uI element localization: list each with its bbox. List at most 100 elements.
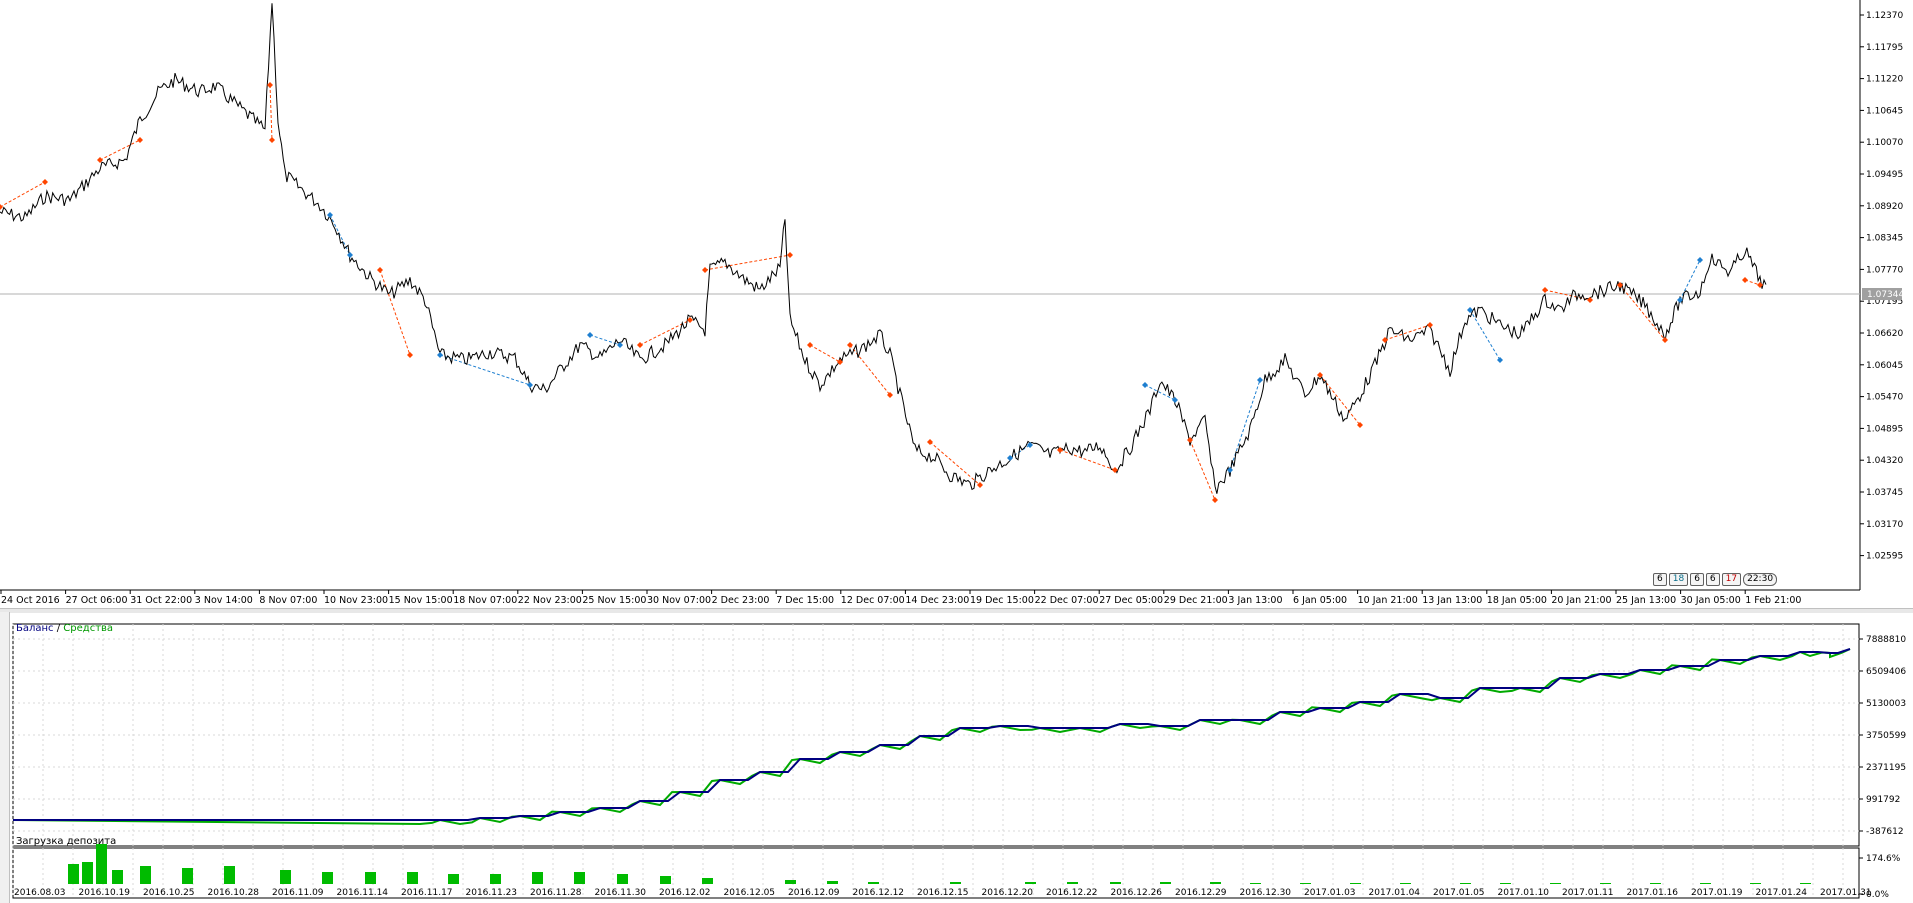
trade-marker [1057, 447, 1063, 453]
time-label: 19 Dec 15:00 [970, 595, 1034, 606]
load-bar [112, 870, 123, 884]
load-bar [1110, 882, 1121, 884]
load-bar [140, 866, 151, 884]
trade-link [379, 269, 411, 356]
load-label: 0.0% [1866, 890, 1889, 900]
trade-link [1544, 289, 1591, 301]
date-label: 2016.11.09 [272, 888, 324, 898]
price-label: 1.08920 [1866, 202, 1903, 212]
time-axis: 24 Oct 2016 27 Oct 06:00 31 Oct 22:00 3 Nov… [0, 590, 1801, 606]
trade-marker [1187, 437, 1193, 443]
time-label: 13 Jan 13:00 [1422, 595, 1482, 606]
trade-marker [327, 212, 333, 218]
load-bar [1650, 883, 1661, 884]
current-price-tag: 1.07344 [1862, 288, 1904, 300]
trade-marker [1697, 257, 1703, 263]
load-bar [1160, 882, 1171, 884]
trade-link [704, 254, 791, 271]
time-label: 12 Dec 07:00 [841, 595, 905, 606]
date-label: 2017.01.19 [1691, 888, 1743, 898]
trade-marker [1427, 322, 1433, 328]
trade-link [99, 139, 141, 161]
time-label: 25 Jan 13:00 [1616, 595, 1676, 606]
time-label: 30 Jan 05:00 [1681, 595, 1741, 606]
time-label: 20 Jan 21:00 [1551, 595, 1611, 606]
date-label: 2017.01.11 [1562, 888, 1614, 898]
trade-marker [847, 342, 853, 348]
balance-label: 2371195 [1866, 763, 1906, 773]
tf-button[interactable]: 6 [1690, 573, 1704, 586]
tf-button[interactable]: 18 [1668, 573, 1689, 586]
trade-link [269, 84, 273, 141]
load-bar [1210, 882, 1221, 884]
date-label: 2016.12.02 [659, 888, 711, 898]
svg-text:1.07344: 1.07344 [1867, 290, 1904, 300]
load-bar [1500, 883, 1511, 884]
trade-link [1059, 449, 1116, 471]
trade-lines [0, 84, 1761, 501]
trade-marker [42, 179, 48, 185]
trade-marker [1112, 467, 1118, 473]
tf-button[interactable]: 17 [1721, 573, 1742, 586]
time-label: 25 Nov 15:00 [582, 595, 646, 606]
date-label: 2017.01.24 [1756, 888, 1808, 898]
trade-marker [137, 137, 143, 143]
trade-marker [1257, 377, 1263, 383]
tf-button[interactable]: 6 [1705, 573, 1720, 586]
date-label: 2016.11.28 [530, 888, 582, 898]
load-bar [1067, 882, 1078, 884]
trade-marker [687, 317, 693, 323]
trade-marker [1142, 382, 1148, 388]
trade-marker [702, 267, 708, 273]
time-button[interactable]: 22:30 [1743, 573, 1778, 586]
trade-marker [977, 482, 983, 488]
load-bar [96, 844, 107, 884]
tf-button[interactable]: 6 [1653, 573, 1667, 586]
trade-marker [1587, 297, 1593, 303]
load-bar [1600, 883, 1611, 884]
trade-link [1229, 379, 1261, 471]
load-bar [182, 868, 193, 884]
price-label: 1.06045 [1866, 361, 1903, 371]
trade-marker [1467, 307, 1473, 313]
price-label: 1.02595 [1866, 552, 1903, 562]
load-bar [1025, 882, 1036, 884]
trade-marker [527, 382, 533, 388]
time-label: 7 Dec 15:00 [776, 595, 834, 606]
load-bar [827, 881, 838, 884]
balance-label: 991792 [1866, 795, 1900, 805]
trade-link [809, 344, 841, 363]
time-label: 10 Nov 23:00 [324, 595, 388, 606]
load-bar [702, 878, 713, 884]
load-bar [950, 882, 961, 884]
balance-line [13, 648, 1851, 821]
load-axis: 174.6% 0.0% [1859, 854, 1901, 900]
load-bar [448, 874, 459, 884]
date-label: 2017.01.31 [1820, 888, 1872, 898]
load-bar [322, 872, 333, 884]
load-label: 174.6% [1866, 854, 1901, 864]
date-label: 2016.08.03 [14, 888, 66, 898]
trade-marker [1617, 282, 1623, 288]
trade-link [1009, 444, 1031, 459]
price-label: 1.07195 [1866, 297, 1903, 307]
balance-label: -387612 [1866, 827, 1904, 837]
price-label: 1.06620 [1866, 329, 1903, 339]
trade-marker [1227, 467, 1233, 473]
price-label: 1.10645 [1866, 106, 1903, 116]
report-chart[interactable]: 7888810 6509406 5130003 3750599 2371195 99179… [0, 612, 1913, 903]
load-bar [1400, 883, 1411, 884]
load-bar [1550, 883, 1561, 884]
price-chart[interactable]: 1.12370 1.11795 1.11220 1.10645 1.10070 1.094… [0, 0, 1913, 612]
load-bar [617, 874, 628, 884]
legend-separator: / [56, 623, 61, 634]
load-bar [224, 866, 235, 884]
pane-separator[interactable] [0, 608, 1913, 613]
date-label: 2016.12.20 [982, 888, 1034, 898]
date-label: 2016.12.26 [1111, 888, 1163, 898]
date-label: 2016.11.14 [337, 888, 389, 898]
time-label: 29 Dec 21:00 [1164, 595, 1228, 606]
time-label: 18 Nov 07:00 [453, 595, 517, 606]
price-label: 1.08345 [1866, 234, 1903, 244]
date-label: 2016.11.17 [401, 888, 453, 898]
